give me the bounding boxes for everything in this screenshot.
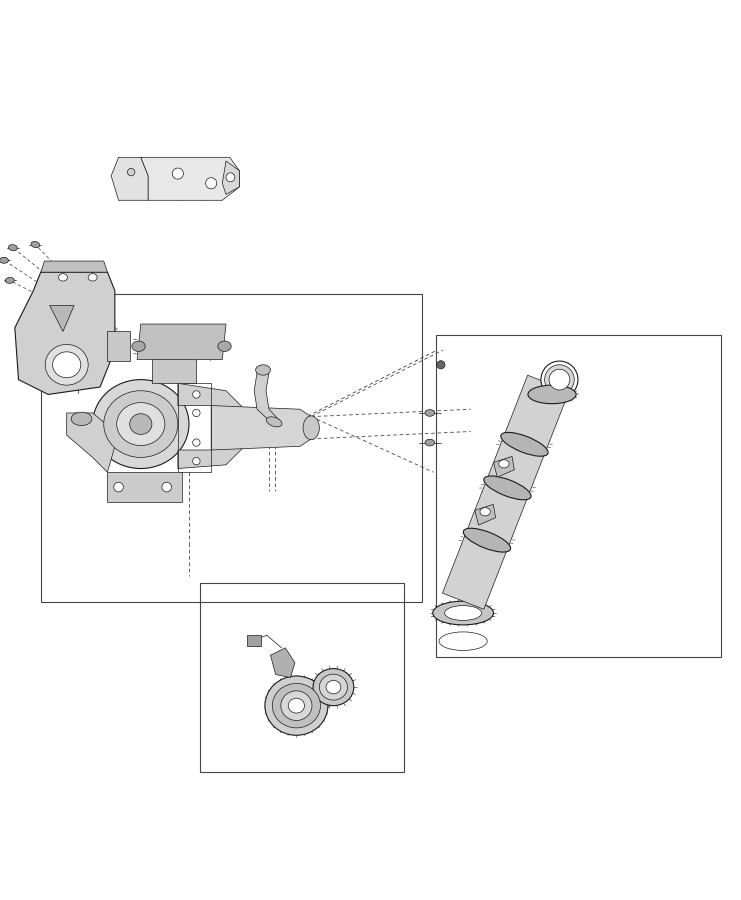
Ellipse shape [205, 177, 216, 189]
Ellipse shape [31, 241, 40, 248]
Ellipse shape [425, 439, 434, 446]
Ellipse shape [59, 274, 67, 281]
Polygon shape [107, 472, 182, 502]
Ellipse shape [71, 412, 92, 426]
Polygon shape [270, 648, 295, 678]
Ellipse shape [93, 380, 189, 469]
Ellipse shape [132, 341, 145, 351]
Ellipse shape [549, 369, 570, 390]
Ellipse shape [5, 277, 14, 284]
Polygon shape [111, 158, 148, 201]
Ellipse shape [8, 245, 17, 250]
Ellipse shape [541, 361, 578, 398]
Ellipse shape [528, 385, 576, 404]
Ellipse shape [326, 680, 341, 694]
Ellipse shape [193, 457, 200, 464]
Ellipse shape [226, 173, 235, 182]
Ellipse shape [193, 391, 200, 398]
Ellipse shape [484, 476, 531, 500]
Ellipse shape [281, 691, 312, 721]
Ellipse shape [256, 364, 270, 375]
Ellipse shape [88, 274, 97, 281]
Ellipse shape [545, 364, 574, 394]
Ellipse shape [501, 432, 548, 456]
Ellipse shape [499, 460, 509, 468]
Bar [436, 335, 721, 658]
Ellipse shape [266, 417, 282, 427]
Ellipse shape [273, 683, 320, 728]
Ellipse shape [445, 606, 482, 620]
Polygon shape [475, 504, 496, 525]
Ellipse shape [425, 410, 434, 417]
Ellipse shape [480, 508, 491, 516]
Ellipse shape [53, 352, 81, 378]
Ellipse shape [127, 168, 135, 176]
Bar [41, 294, 422, 602]
Ellipse shape [433, 601, 494, 625]
Ellipse shape [130, 414, 152, 435]
Polygon shape [41, 261, 107, 272]
Polygon shape [137, 324, 226, 360]
Ellipse shape [117, 402, 165, 446]
Polygon shape [107, 331, 130, 361]
Polygon shape [178, 383, 245, 469]
Ellipse shape [193, 410, 200, 417]
Polygon shape [494, 456, 514, 477]
Polygon shape [141, 158, 239, 201]
Ellipse shape [176, 336, 184, 342]
Ellipse shape [162, 482, 171, 492]
Ellipse shape [104, 391, 178, 457]
Polygon shape [254, 373, 279, 420]
Ellipse shape [0, 257, 8, 264]
Ellipse shape [113, 482, 123, 492]
Ellipse shape [288, 698, 305, 713]
Ellipse shape [437, 361, 445, 369]
Ellipse shape [193, 439, 200, 446]
Ellipse shape [218, 341, 231, 351]
Polygon shape [222, 161, 239, 194]
Ellipse shape [313, 669, 354, 706]
Polygon shape [211, 406, 311, 450]
Bar [247, 634, 261, 646]
Ellipse shape [45, 345, 88, 385]
Ellipse shape [319, 674, 348, 700]
Polygon shape [15, 272, 115, 394]
Ellipse shape [463, 528, 511, 552]
Polygon shape [442, 375, 569, 609]
Bar [200, 583, 404, 772]
Polygon shape [152, 357, 196, 383]
Polygon shape [67, 413, 115, 472]
Ellipse shape [172, 168, 184, 179]
Ellipse shape [173, 353, 180, 359]
Ellipse shape [265, 676, 328, 735]
Ellipse shape [303, 416, 319, 439]
Polygon shape [50, 305, 74, 331]
